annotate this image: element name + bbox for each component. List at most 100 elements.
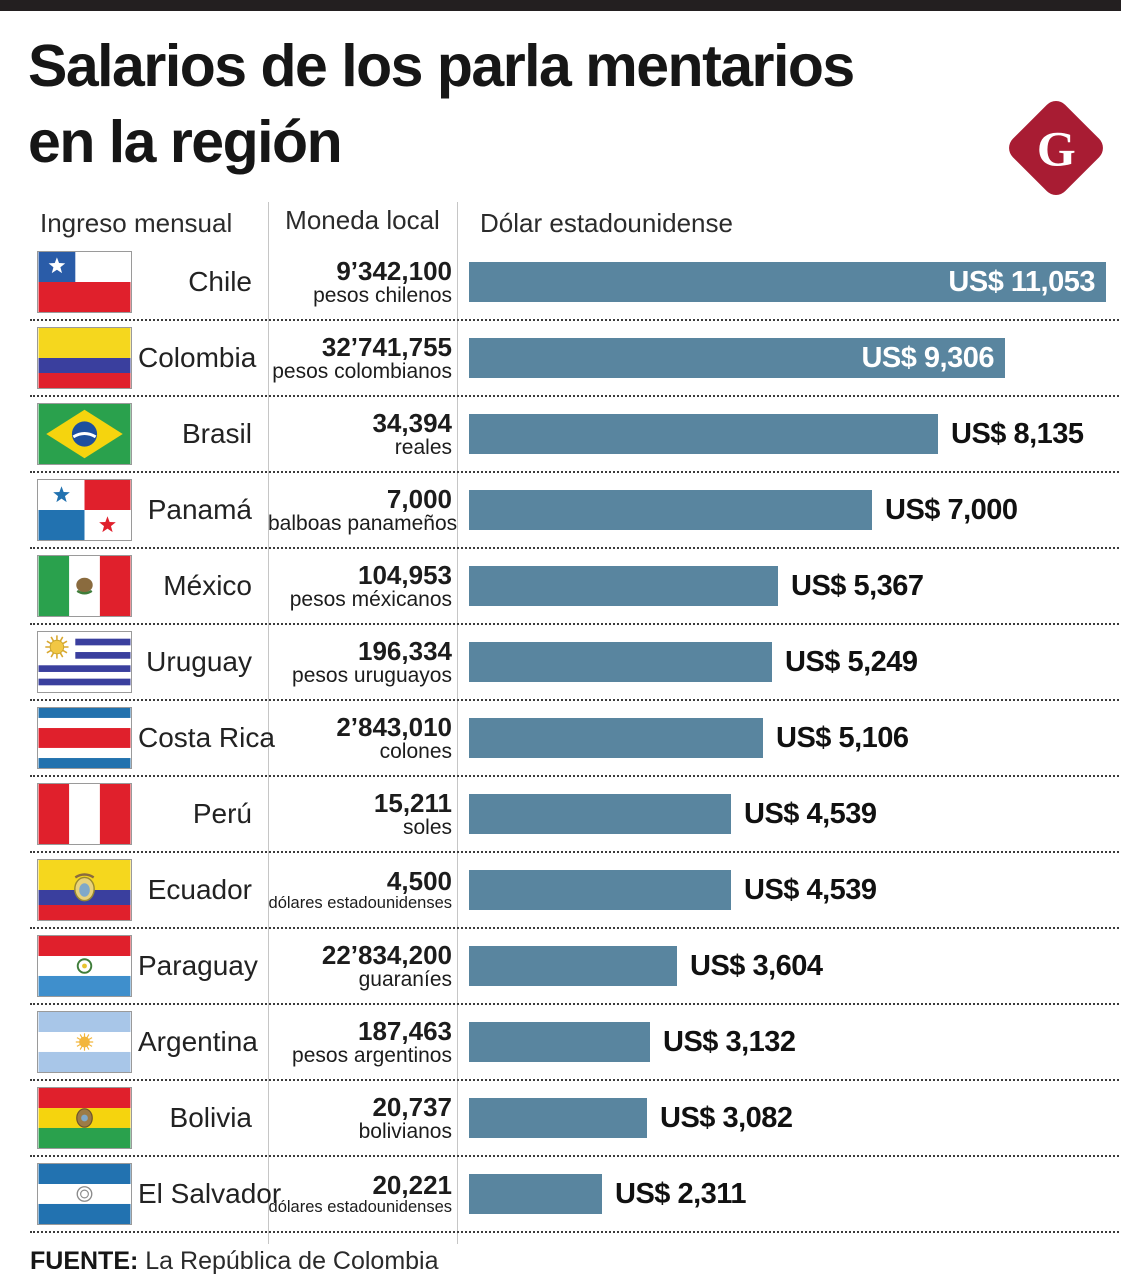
usd-value-label: US$ 8,135 [951,417,1084,450]
country-label: Brasil [181,418,252,449]
flag-cell [30,479,138,541]
local-amount-cell: 20,221 dólares estadounidenses [268,1171,454,1217]
country-label: México [163,570,252,601]
local-amount-value: 34,394 [372,407,452,438]
flag-cell [30,403,138,465]
table-row: Panamá 7,000 balboas panameños US$ 7,000 [30,473,1119,549]
usd-value-label: US$ 3,082 [660,1101,793,1134]
table-row: Paraguay 22’834,200 guaraníes US$ 3,604 [30,929,1119,1005]
local-currency-label: colones [379,739,452,763]
local-amount-cell: 196,334 pesos uruguayos [268,637,454,688]
source-label: FUENTE: [30,1247,139,1275]
usd-bar-cell: US$ 3,604 [469,946,1119,986]
flag-cell [30,783,138,845]
country-label: Bolivia [169,1102,252,1133]
brand-logo-letter: G [1036,120,1076,176]
column-divider-2 [457,202,458,1244]
peru-flag-icon [37,783,132,845]
usd-bar [469,1022,650,1062]
local-amount-cell: 15,211 soles [268,789,454,840]
flag-cell [30,327,138,389]
source-text: La República de Colombia [145,1247,439,1275]
flag-cell [30,1163,138,1225]
usd-bar-cell: US$ 7,000 [469,490,1119,530]
usd-value-label: US$ 9,306 [861,341,994,374]
column-header-usd: Dólar estadounidense [480,208,733,238]
usd-value-label: US$ 5,249 [785,645,918,678]
usd-bar [469,718,763,758]
local-currency-label: pesos argentinos [292,1043,452,1067]
table-row: Ecuador 4,500 dólares estadounidenses US… [30,853,1119,929]
local-currency-label: pesos méxicanos [289,587,452,611]
table-row: Brasil 34,394 reales US$ 8,135 [30,397,1119,473]
flag-cell [30,1011,138,1073]
usd-bar-cell: US$ 5,367 [469,566,1119,606]
usd-bar-cell: US$ 5,249 [469,642,1119,682]
ecuador-flag-icon [37,859,132,921]
flag-cell [30,631,138,693]
usd-value-label: US$ 7,000 [885,493,1018,526]
usd-value-label: US$ 11,053 [948,265,1095,298]
usd-value-label: US$ 4,539 [744,873,877,906]
usd-value-label: US$ 4,539 [744,797,877,830]
usd-bar-cell: US$ 8,135 [469,414,1119,454]
column-headers: Ingreso mensual Moneda local Dólar estad… [0,205,1121,244]
table-row: Chile 9’342,100 pesos chilenos US$ 11,05… [30,245,1119,321]
local-amount-cell: 104,953 pesos méxicanos [268,561,454,612]
chile-flag-icon [37,251,132,313]
column-header-local-currency: Moneda local [285,205,440,235]
country-label: Colombia [138,342,257,373]
local-amount-value: 187,463 [358,1015,452,1046]
usd-bar: US$ 11,053 [469,262,1106,302]
table-row: Bolivia 20,737 bolivianos US$ 3,082 [30,1081,1119,1157]
usd-bar-cell: US$ 2,311 [469,1174,1119,1214]
country-label: Paraguay [138,950,258,981]
local-amount-cell: 9’342,100 pesos chilenos [268,257,454,308]
usd-bar-cell: US$ 4,539 [469,870,1119,910]
flag-cell [30,707,138,769]
local-amount-value: 196,334 [358,635,452,666]
local-amount-cell: 2’843,010 colones [268,713,454,764]
brand-logo: G [1003,95,1109,201]
local-currency-label: pesos uruguayos [292,663,452,687]
usd-value-label: US$ 2,311 [615,1177,746,1210]
source-note: FUENTE: La República de Colombia [30,1247,439,1276]
local-currency-label: guaraníes [358,967,452,991]
top-accent-bar [0,0,1121,11]
usd-bar [469,870,731,910]
local-amount-value: 20,221 [372,1170,452,1201]
colombia-flag-icon [37,327,132,389]
local-amount-cell: 34,394 reales [268,409,454,460]
local-currency-label: pesos chilenos [313,283,452,307]
country-label: Panamá [147,494,252,525]
usd-bar [469,1174,602,1214]
usd-bar-cell: US$ 11,053 [469,262,1119,302]
usd-value-label: US$ 5,367 [791,569,924,602]
local-amount-value: 15,211 [373,787,452,818]
salary-table: Chile 9’342,100 pesos chilenos US$ 11,05… [30,245,1119,1233]
page-title-line2: en la región [28,109,343,175]
table-row: Uruguay 196,334 pesos uruguayos US$ 5,24… [30,625,1119,701]
column-divider-1 [268,202,269,1244]
usd-value-label: US$ 3,604 [690,949,823,982]
local-amount-value: 9’342,100 [336,255,452,286]
flag-cell [30,555,138,617]
usd-bar-cell: US$ 4,539 [469,794,1119,834]
usd-bar-cell: US$ 3,082 [469,1098,1119,1138]
usd-bar: US$ 9,306 [469,338,1005,378]
local-amount-value: 32’741,755 [321,331,452,362]
usd-bar [469,642,772,682]
local-currency-label: reales [394,435,452,459]
usd-bar [469,566,778,606]
uruguay-flag-icon [37,631,132,693]
argentina-flag-icon [37,1011,132,1073]
elsalvador-flag-icon [37,1163,132,1225]
local-currency-label: bolivianos [358,1119,452,1143]
costarica-flag-icon [37,707,132,769]
paraguay-flag-icon [37,935,132,997]
usd-bar-cell: US$ 9,306 [469,338,1119,378]
column-header-income: Ingreso mensual [40,208,233,238]
local-currency-label: dólares estadounidenses [268,894,452,913]
usd-value-label: US$ 5,106 [776,721,909,754]
table-row: Colombia 32’741,755 pesos colombianos US… [30,321,1119,397]
